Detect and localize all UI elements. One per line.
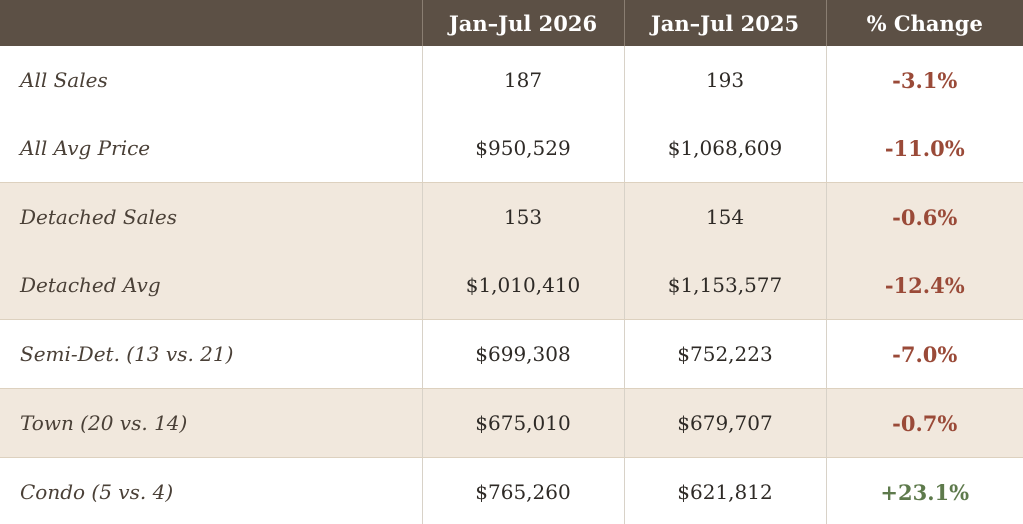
value-2026: $699,308: [421, 319, 624, 389]
table-row: Town (20 vs. 14) $675,010 $679,707 -0.7%: [0, 388, 1023, 458]
value-2026: 153: [421, 182, 624, 251]
value-2025: $621,812: [623, 457, 826, 524]
row-label: Semi-Det. (13 vs. 21): [0, 319, 422, 389]
value-2026: $765,260: [421, 457, 624, 524]
row-label: Condo (5 vs. 4): [20, 480, 174, 504]
header-jan-jul-2026: Jan–Jul 2026: [421, 0, 624, 46]
percent-change: -0.6%: [825, 182, 1023, 251]
value-2025: 193: [623, 46, 826, 114]
header-percent-change: % Change: [825, 0, 1023, 46]
value-2026: $1,010,410: [421, 251, 624, 320]
value-2026: $950,529: [421, 114, 624, 183]
value-2025: 154: [623, 182, 826, 251]
value-2026: $675,010: [421, 388, 624, 458]
header-row: Jan–Jul 2026 Jan–Jul 2025 % Change: [0, 0, 1023, 46]
row-label: All Sales: [20, 68, 108, 92]
percent-change: +23.1%: [825, 457, 1023, 524]
row-label: Detached Sales: [0, 182, 422, 251]
percent-change: -12.4%: [825, 251, 1023, 320]
table-row: Semi-Det. (13 vs. 21) $699,308 $752,223 …: [0, 319, 1023, 389]
row-label: Detached Avg: [0, 251, 422, 320]
value-2025: $752,223: [623, 319, 826, 389]
percent-change: -0.7%: [825, 388, 1023, 458]
value-2025: $1,153,577: [623, 251, 826, 320]
header-jan-jul-2025: Jan–Jul 2025: [623, 0, 826, 46]
value-2025: $679,707: [623, 388, 826, 458]
percent-change: -7.0%: [825, 319, 1023, 389]
row-label: All Avg Price: [0, 114, 422, 183]
table-row: All Avg Price $950,529 $1,068,609 -11.0%: [0, 114, 1023, 183]
value-2025: $1,068,609: [623, 114, 826, 183]
table-row: Detached Sales 153 154 -0.6%: [0, 182, 1023, 251]
percent-change: -3.1%: [825, 46, 1023, 114]
table-row: Detached Avg $1,010,410 $1,153,577 -12.4…: [0, 251, 1023, 320]
table-row: Condo (5 vs. 4) $765,260 $621,812 +23.1%: [0, 457, 1023, 524]
row-label: Town (20 vs. 14): [0, 388, 422, 458]
table-row: All Sales 187 193 -3.1%: [0, 46, 1023, 114]
percent-change: -11.0%: [825, 114, 1023, 183]
header-label: [0, 0, 422, 46]
value-2026: 187: [421, 46, 624, 114]
